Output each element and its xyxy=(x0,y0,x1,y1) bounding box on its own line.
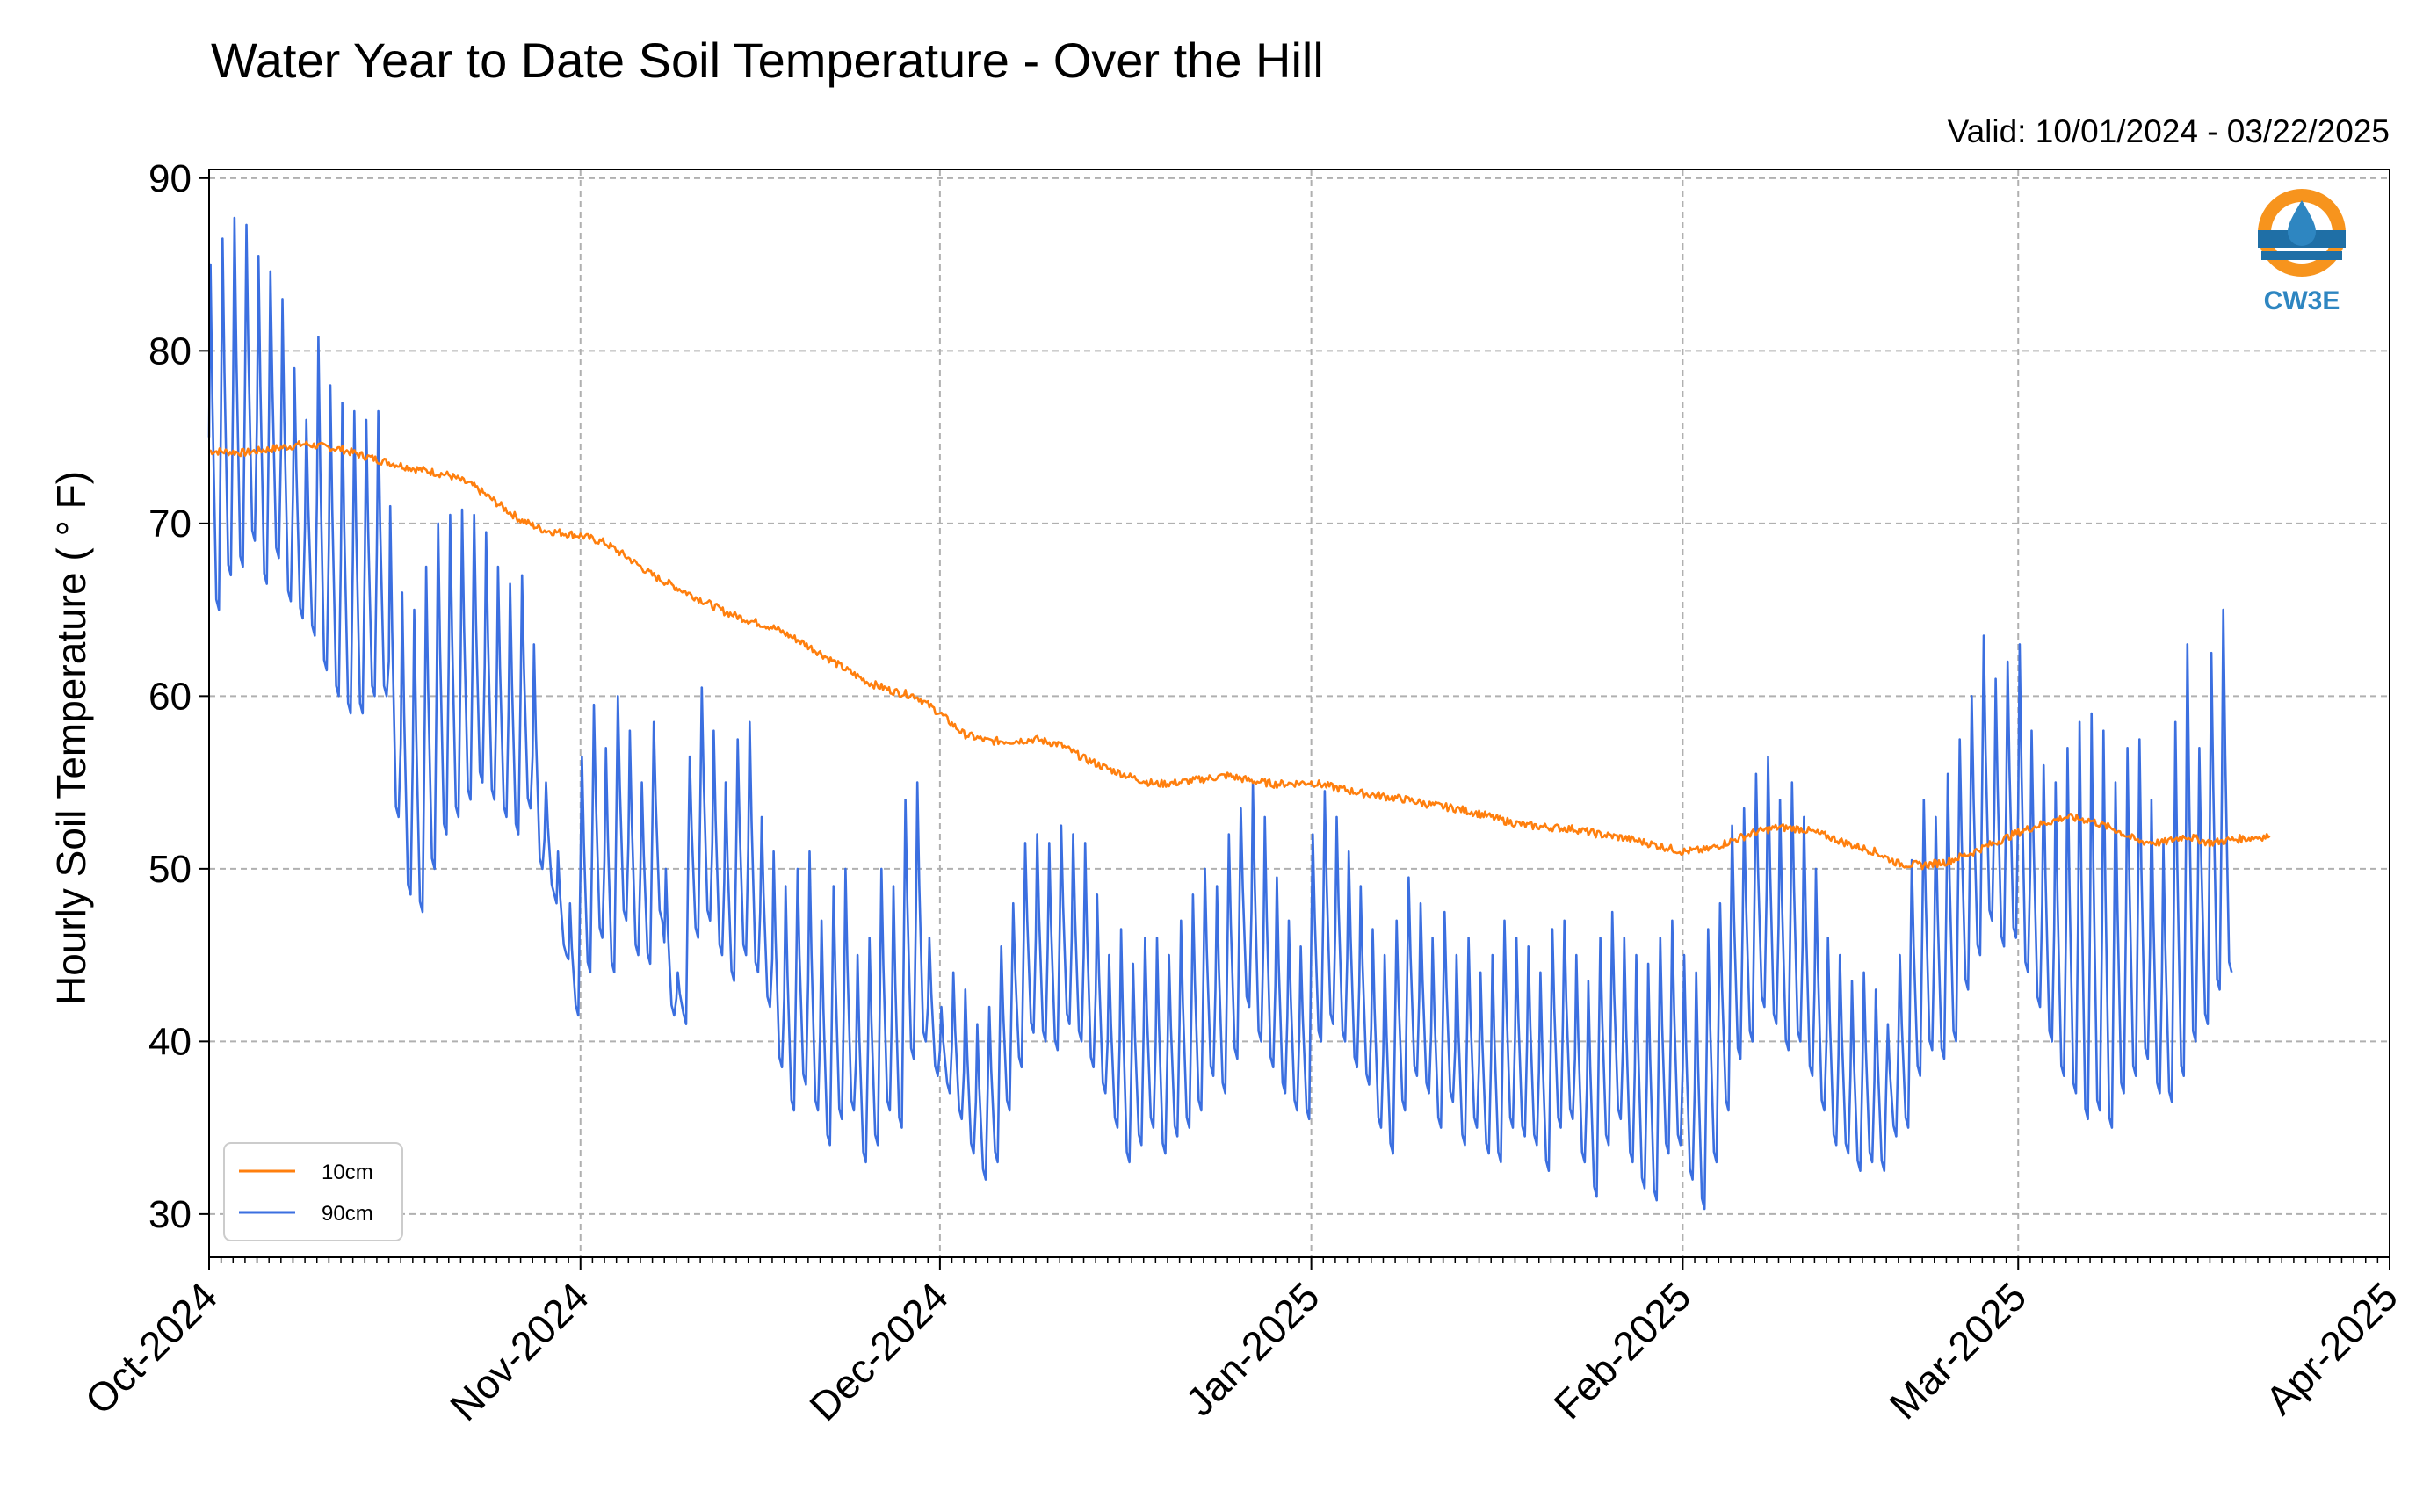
x-tick-label: Nov-2024 xyxy=(441,1273,597,1429)
x-tick-label: Feb-2025 xyxy=(1544,1273,1699,1428)
logo-water-band-2 xyxy=(2261,251,2342,260)
series-10cm-line xyxy=(208,440,2271,871)
legend-label-90cm: 90cm xyxy=(322,1202,373,1226)
logo: CW3E xyxy=(2258,189,2346,315)
legend: 10cm 90cm xyxy=(223,1142,403,1241)
droplet-icon xyxy=(2288,200,2316,246)
y-tick-label: 70 xyxy=(148,503,192,546)
chart-title: Water Year to Date Soil Temperature - Ov… xyxy=(211,33,1324,88)
x-tick-label: Dec-2024 xyxy=(800,1273,957,1429)
legend-label-10cm: 10cm xyxy=(322,1161,373,1184)
line-10cm xyxy=(208,440,2271,871)
y-tick-label: 90 xyxy=(148,157,192,200)
line-90cm xyxy=(207,216,2233,1211)
y-tick-label: 30 xyxy=(148,1193,192,1236)
chart-subtitle: Valid: 10/01/2024 - 03/22/2025 xyxy=(1948,113,2390,149)
y-tick-label: 80 xyxy=(148,329,192,373)
x-tick-label: Oct-2024 xyxy=(76,1273,227,1423)
y-tick-label: 50 xyxy=(148,848,192,891)
logo-text: CW3E xyxy=(2264,286,2340,315)
x-tick-label: Apr-2025 xyxy=(2256,1273,2406,1423)
y-axis: 30 40 50 60 70 80 90 xyxy=(148,157,209,1236)
y-tick-label: 40 xyxy=(148,1020,192,1063)
x-axis: Oct-2024 Nov-2024 Dec-2024 Jan-2025 Feb-2025… xyxy=(76,1257,2406,1429)
x-tick-label: Jan-2025 xyxy=(1176,1273,1327,1424)
y-tick-label: 60 xyxy=(148,675,192,718)
plot-frame xyxy=(208,169,2390,1258)
legend-box xyxy=(223,1142,403,1241)
x-tick-label: Mar-2025 xyxy=(1880,1273,2035,1428)
y-axis-label: Hourly Soil Temperature ( ° F) xyxy=(48,471,94,1005)
series-90cm-line xyxy=(207,216,2233,1211)
